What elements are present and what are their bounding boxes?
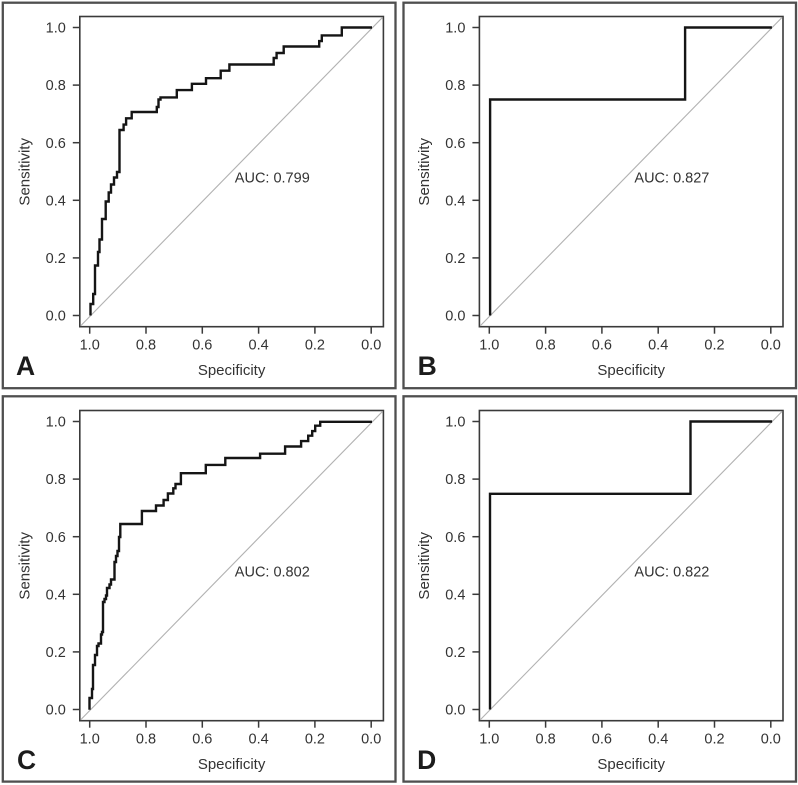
svg-text:Specificity: Specificity bbox=[597, 362, 665, 379]
svg-text:0.0: 0.0 bbox=[361, 732, 381, 748]
svg-text:C: C bbox=[17, 745, 36, 775]
svg-text:0.8: 0.8 bbox=[46, 472, 66, 488]
svg-text:Specificity: Specificity bbox=[198, 756, 266, 773]
svg-text:0.6: 0.6 bbox=[445, 136, 465, 152]
svg-text:0.6: 0.6 bbox=[192, 732, 212, 748]
svg-text:0.4: 0.4 bbox=[46, 587, 66, 603]
svg-text:0.2: 0.2 bbox=[305, 732, 325, 748]
svg-text:AUC: 0.802: AUC: 0.802 bbox=[235, 564, 310, 580]
svg-text:0.8: 0.8 bbox=[136, 338, 156, 354]
svg-text:0.2: 0.2 bbox=[46, 251, 66, 267]
svg-text:1.0: 1.0 bbox=[80, 732, 100, 748]
svg-text:0.4: 0.4 bbox=[445, 587, 465, 603]
svg-text:0.4: 0.4 bbox=[46, 193, 66, 209]
svg-text:0.8: 0.8 bbox=[536, 338, 556, 354]
svg-text:1.0: 1.0 bbox=[445, 415, 465, 431]
svg-text:Specificity: Specificity bbox=[597, 756, 665, 773]
svg-text:0.2: 0.2 bbox=[46, 645, 66, 661]
svg-text:0.6: 0.6 bbox=[592, 338, 612, 354]
svg-text:0.2: 0.2 bbox=[704, 732, 724, 748]
svg-text:0.6: 0.6 bbox=[592, 732, 612, 748]
svg-text:0.2: 0.2 bbox=[445, 251, 465, 267]
svg-text:Specificity: Specificity bbox=[198, 362, 266, 379]
svg-text:1.0: 1.0 bbox=[46, 415, 66, 431]
svg-text:0.0: 0.0 bbox=[46, 309, 66, 325]
svg-text:0.4: 0.4 bbox=[648, 732, 668, 748]
svg-text:1.0: 1.0 bbox=[46, 21, 66, 37]
svg-text:0.8: 0.8 bbox=[445, 472, 465, 488]
svg-text:0.2: 0.2 bbox=[445, 645, 465, 661]
svg-text:0.0: 0.0 bbox=[761, 338, 781, 354]
svg-text:1.0: 1.0 bbox=[479, 338, 499, 354]
svg-text:Sensitivity: Sensitivity bbox=[17, 138, 34, 206]
svg-text:Sensitivity: Sensitivity bbox=[416, 532, 433, 600]
svg-text:0.6: 0.6 bbox=[46, 136, 66, 152]
svg-text:0.8: 0.8 bbox=[136, 732, 156, 748]
svg-text:0.4: 0.4 bbox=[249, 338, 269, 354]
svg-text:0.8: 0.8 bbox=[536, 732, 556, 748]
svg-text:0.6: 0.6 bbox=[46, 530, 66, 546]
svg-text:0.4: 0.4 bbox=[445, 193, 465, 209]
svg-text:1.0: 1.0 bbox=[479, 732, 499, 748]
svg-text:1.0: 1.0 bbox=[80, 338, 100, 354]
svg-text:1.0: 1.0 bbox=[445, 21, 465, 37]
svg-text:B: B bbox=[418, 351, 437, 381]
svg-text:0.0: 0.0 bbox=[361, 338, 381, 354]
svg-text:0.0: 0.0 bbox=[445, 703, 465, 719]
svg-text:0.0: 0.0 bbox=[46, 703, 66, 719]
svg-text:0.6: 0.6 bbox=[192, 338, 212, 354]
svg-text:0.6: 0.6 bbox=[445, 530, 465, 546]
svg-text:0.4: 0.4 bbox=[648, 338, 668, 354]
svg-text:A: A bbox=[16, 351, 35, 381]
svg-text:Sensitivity: Sensitivity bbox=[416, 138, 433, 206]
svg-text:0.2: 0.2 bbox=[305, 338, 325, 354]
svg-text:0.8: 0.8 bbox=[445, 78, 465, 94]
svg-text:0.2: 0.2 bbox=[704, 338, 724, 354]
svg-text:AUC: 0.822: AUC: 0.822 bbox=[634, 564, 709, 580]
svg-text:0.0: 0.0 bbox=[445, 309, 465, 325]
svg-text:0.4: 0.4 bbox=[249, 732, 269, 748]
svg-text:0.8: 0.8 bbox=[46, 78, 66, 94]
svg-text:0.0: 0.0 bbox=[761, 732, 781, 748]
svg-text:AUC: 0.799: AUC: 0.799 bbox=[235, 170, 310, 186]
svg-text:Sensitivity: Sensitivity bbox=[17, 532, 34, 600]
svg-text:AUC: 0.827: AUC: 0.827 bbox=[634, 170, 709, 186]
svg-text:D: D bbox=[417, 745, 436, 775]
